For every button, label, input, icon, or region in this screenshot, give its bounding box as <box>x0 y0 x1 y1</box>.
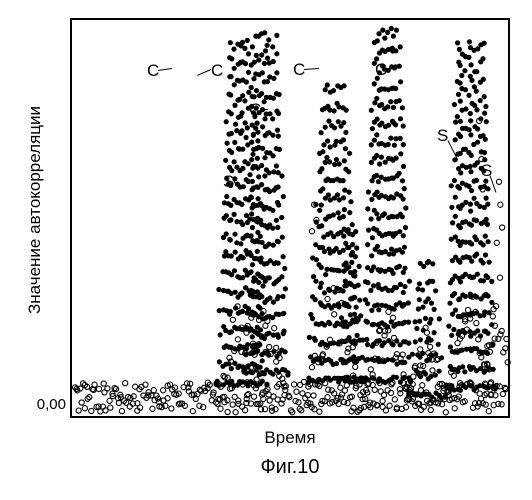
annotation-label: C <box>211 61 223 81</box>
annotation-label: S <box>223 172 234 192</box>
annotation-label: S <box>437 126 448 146</box>
annotation-leader <box>260 109 268 110</box>
data-points-layer <box>0 0 532 500</box>
annotation-label: C <box>249 100 261 120</box>
chart-stage: Значение автокорреляции 0,00 Время Фиг.1… <box>0 0 532 500</box>
